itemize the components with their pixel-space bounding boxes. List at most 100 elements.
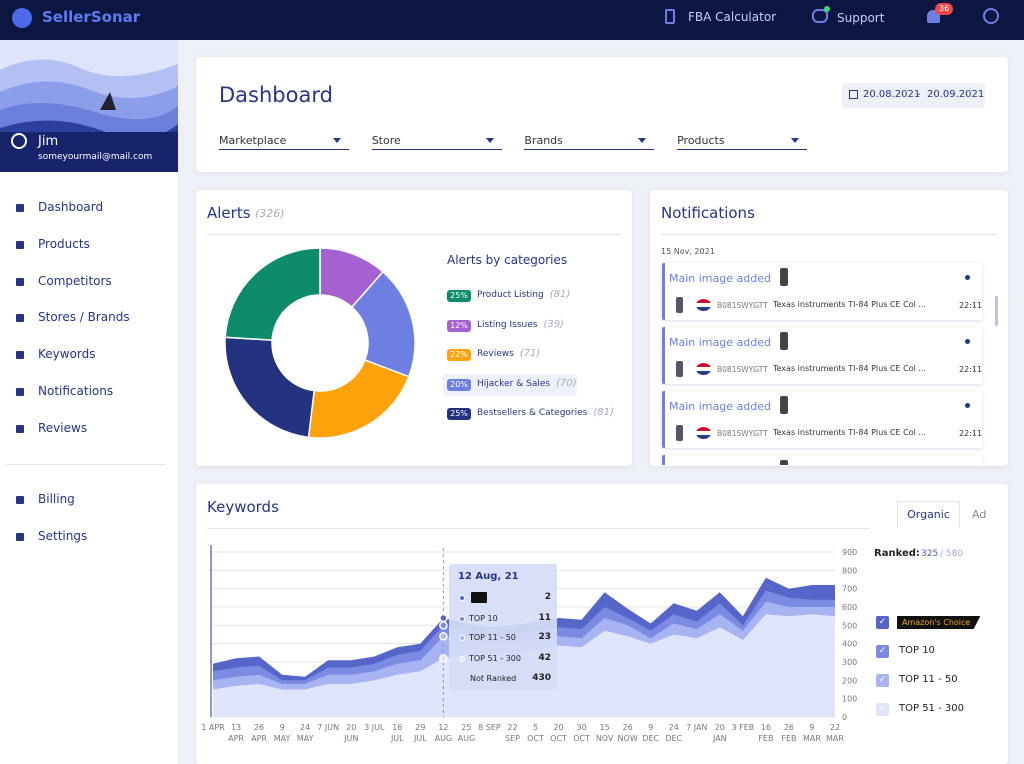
menu-item[interactable]: Competitors	[38, 274, 112, 288]
legend-count: (39)	[543, 318, 565, 330]
support-icon	[812, 9, 828, 23]
nav-link[interactable]: FBA Calculator	[688, 10, 777, 24]
user-name[interactable]: Jim	[38, 134, 59, 149]
divider	[207, 528, 870, 529]
menu-item[interactable]: Stores / Brands	[38, 310, 130, 324]
menu-icon	[16, 314, 24, 322]
legend-label: TOP 10	[899, 645, 935, 656]
x-tick-label: 26 NOW	[617, 723, 638, 743]
menu-item[interactable]: Dashboard	[38, 200, 104, 214]
x-tick-label: 22 SEP	[504, 723, 520, 743]
alerts-card	[196, 190, 632, 466]
filter-dropdown[interactable]: Marketplace	[219, 134, 349, 150]
x-tick-label: 26 APR	[251, 723, 267, 743]
tooltip-dot	[459, 635, 465, 641]
legend-badge: 22%	[447, 349, 471, 361]
page-title: Dashboard	[219, 83, 333, 107]
filter-dropdown[interactable]: Products	[677, 134, 808, 150]
menu-item[interactable]: Keywords	[38, 347, 96, 361]
legend-label: Reviews	[477, 349, 514, 359]
menu-icon	[16, 204, 24, 212]
nav-link[interactable]: Support	[837, 11, 885, 25]
flag	[696, 363, 711, 375]
x-tick-label: 8 SEP	[478, 723, 501, 732]
section-title: Keywords	[207, 498, 279, 516]
product-name: Texas instruments TI-84 Plus CE Col ...	[773, 428, 926, 437]
legend-badge: 20%	[447, 378, 471, 391]
x-tick-label: 16 FEB	[758, 723, 774, 743]
user-icon[interactable]	[983, 8, 999, 24]
calendar-icon	[849, 90, 858, 99]
badge: 36	[935, 3, 954, 15]
product-thumb	[780, 396, 788, 414]
divider	[661, 234, 997, 235]
calc-icon	[665, 9, 675, 24]
menu-icon	[16, 425, 24, 433]
x-tick-label: 7 JAN	[686, 723, 708, 732]
tab[interactable]: Ad	[972, 508, 987, 521]
x-tick-label: 9 DEC	[642, 723, 660, 743]
menu-item[interactable]: Products	[38, 237, 90, 251]
x-tick-label: 20 JUN	[344, 723, 359, 743]
filter-dropdown[interactable]: Brands	[524, 134, 655, 150]
x-tick-label: 24 DEC	[665, 723, 683, 743]
notification-title: Main image added	[669, 464, 771, 465]
legend-label: Listing Issues	[477, 319, 538, 330]
divider	[6, 464, 166, 465]
notification-title: Main image added	[669, 272, 771, 285]
x-tick-label: 3 FEB	[731, 723, 755, 732]
legend-checkbox[interactable]: ✓	[876, 674, 889, 687]
x-tick-label: 15 NOV	[595, 723, 614, 743]
menu-icon	[16, 388, 24, 396]
logo[interactable]	[12, 8, 32, 28]
legend-checkbox[interactable]: ✓	[876, 645, 889, 658]
menu-item[interactable]: Notifications	[38, 384, 114, 398]
scrollbar	[995, 296, 998, 326]
tooltip-dot	[459, 616, 465, 622]
product-thumb	[780, 460, 788, 465]
date-picker[interactable]	[842, 83, 985, 108]
legend-count: (81)	[549, 289, 571, 300]
dashboard-card	[196, 57, 1008, 172]
legend-label: TOP 11 - 50	[899, 674, 958, 685]
sku: B081SWYGTT	[717, 301, 768, 310]
tooltip: 12 Aug, 21 2 TOP 10 11 TOP 11 - 50 23 TOP 51 -…	[449, 564, 557, 690]
x-tick-label: 30 OCT	[573, 723, 590, 743]
avatar	[11, 133, 27, 149]
flag	[696, 299, 711, 311]
x-tick-label: 16 JUL	[390, 723, 404, 743]
legend-checkbox[interactable]: ✓	[876, 703, 889, 716]
brand[interactable]: SellerSonar	[42, 8, 141, 26]
x-tick-label: 24 MAY	[296, 723, 314, 743]
alerts-count: (326)	[255, 207, 285, 220]
legend-badge: 12%	[447, 319, 471, 332]
notification-item: Main image added B081SWYGTT Texas instrume…	[662, 327, 982, 384]
product-name: Texas instruments TI-84 Plus CE Col ...	[773, 364, 926, 373]
legend-label: Amazon's Choice	[897, 616, 981, 629]
x-tick-label: 25 AUG	[457, 723, 476, 743]
legend-count: (71)	[519, 348, 541, 359]
x-tick-label: 5 OCT	[527, 723, 544, 743]
menu-item[interactable]: Reviews	[38, 421, 88, 435]
status-dot	[824, 6, 830, 12]
menu-item[interactable]: Billing	[38, 492, 75, 506]
date-from: 20.08.2021	[863, 89, 921, 100]
x-tick-label: 9 MAR	[802, 723, 821, 743]
product-name: Texas instruments TI-84 Plus CE Col ...	[773, 300, 926, 309]
legend-label: Bestsellers & Categories	[477, 408, 588, 418]
notification-item: Main image added B081SWYGTT Texas instrume…	[662, 263, 982, 320]
tooltip-value: 23	[538, 632, 551, 642]
legend-count: (70)	[556, 377, 577, 389]
section-title: Notifications	[661, 204, 755, 222]
legend-hover	[443, 374, 577, 396]
x-tick-label: 7 JUN	[317, 723, 340, 732]
legend-checkbox[interactable]: ✓	[876, 616, 889, 629]
notification-title: Main image added	[669, 336, 771, 349]
tooltip-title: 12 Aug, 21	[458, 571, 519, 582]
product-thumb	[676, 297, 683, 313]
filter-dropdown[interactable]: Store	[371, 134, 502, 150]
menu-item[interactable]: Settings	[38, 529, 88, 543]
tooltip-dot	[459, 595, 465, 601]
tab-active[interactable]: Organic	[897, 501, 960, 529]
